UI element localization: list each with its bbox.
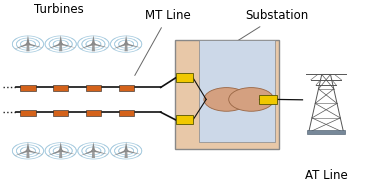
Bar: [176, 73, 193, 83]
Bar: [86, 85, 101, 91]
Circle shape: [59, 43, 62, 45]
Polygon shape: [26, 151, 30, 158]
Polygon shape: [26, 35, 30, 44]
Polygon shape: [59, 35, 62, 44]
Circle shape: [59, 150, 62, 152]
Circle shape: [124, 150, 128, 152]
Circle shape: [229, 88, 274, 111]
Polygon shape: [80, 44, 94, 49]
Polygon shape: [28, 43, 43, 48]
Circle shape: [92, 150, 95, 152]
Polygon shape: [92, 35, 95, 44]
Text: Turbines: Turbines: [34, 3, 84, 16]
Bar: [53, 85, 68, 91]
Polygon shape: [61, 150, 76, 155]
Text: Substation: Substation: [235, 9, 309, 43]
Polygon shape: [112, 44, 127, 49]
Circle shape: [92, 43, 95, 45]
Polygon shape: [124, 44, 128, 51]
Polygon shape: [126, 43, 141, 48]
Circle shape: [124, 43, 128, 45]
Polygon shape: [14, 44, 28, 49]
Bar: [259, 95, 277, 104]
Bar: [119, 110, 134, 116]
Bar: [176, 115, 193, 124]
Polygon shape: [28, 150, 43, 155]
Polygon shape: [47, 44, 61, 49]
Circle shape: [26, 43, 30, 45]
Bar: [175, 40, 279, 149]
Polygon shape: [92, 142, 95, 151]
Polygon shape: [124, 151, 128, 158]
Polygon shape: [80, 150, 94, 156]
Text: MT Line: MT Line: [135, 9, 191, 75]
Polygon shape: [59, 44, 62, 51]
Polygon shape: [124, 142, 128, 151]
Polygon shape: [124, 35, 128, 44]
Polygon shape: [93, 150, 109, 155]
Bar: [20, 110, 36, 116]
Bar: [119, 85, 134, 91]
Polygon shape: [26, 142, 30, 151]
Polygon shape: [14, 150, 28, 156]
Polygon shape: [92, 151, 95, 158]
Text: AT Line: AT Line: [305, 169, 347, 182]
Bar: [86, 110, 101, 116]
Polygon shape: [93, 43, 109, 48]
Bar: [199, 40, 275, 142]
Polygon shape: [26, 44, 30, 51]
Polygon shape: [61, 43, 76, 48]
Polygon shape: [59, 142, 62, 151]
Polygon shape: [59, 151, 62, 158]
Polygon shape: [112, 150, 127, 156]
Bar: [307, 130, 345, 134]
Polygon shape: [126, 150, 141, 155]
Circle shape: [204, 88, 249, 111]
Polygon shape: [47, 150, 61, 156]
Bar: [20, 85, 36, 91]
Circle shape: [26, 150, 30, 152]
Polygon shape: [92, 44, 95, 51]
Bar: [53, 110, 68, 116]
